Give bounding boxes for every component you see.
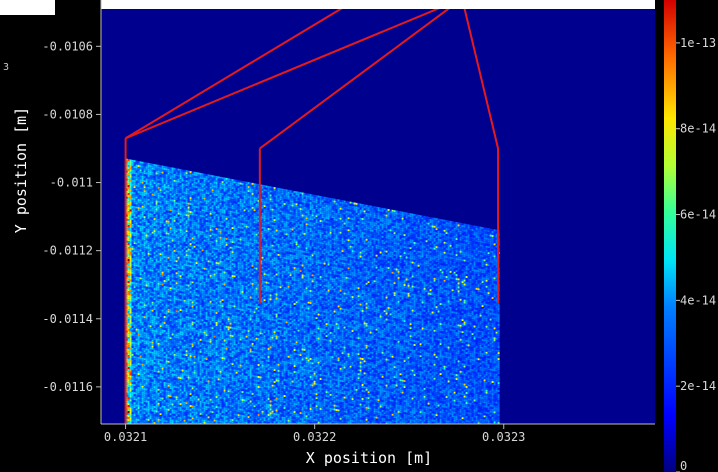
y-tick-label: -0.0116	[42, 380, 93, 394]
colorbar-tick-label: 4e-14	[680, 293, 716, 307]
x-tick-label: 0.0322	[293, 430, 336, 444]
y-axis-title: Y position [m]	[12, 107, 30, 233]
y-axis: -0.0106 -0.0108 -0.011 -0.0112 -0.0114 -0.011…	[42, 0, 101, 424]
y-tick-label: -0.0108	[42, 107, 93, 121]
figure-label-box	[0, 0, 55, 15]
colorbar-tick-label: 8e-14	[680, 122, 716, 136]
plot-area	[101, 0, 655, 426]
y-tick-label: -0.0106	[42, 39, 93, 53]
colorbar-gradient	[664, 0, 676, 472]
top-white-band	[101, 0, 655, 9]
x-tick-label: 0.0321	[104, 430, 147, 444]
y-offset-text: 3	[3, 62, 9, 73]
x-axis-title: X position [m]	[306, 449, 432, 467]
colorbar-tick-label: 2e-14	[680, 379, 716, 393]
colorbar: 0 2e-14 4e-14 6e-14 8e-14 1e-13	[664, 0, 716, 472]
x-tick-label: 0.0323	[482, 430, 525, 444]
y-tick-label: -0.0112	[42, 244, 93, 258]
x-axis: 0.0321 0.0322 0.0323	[101, 424, 655, 444]
colorbar-tick-label: 6e-14	[680, 208, 716, 222]
y-tick-label: -0.0114	[42, 312, 93, 326]
y-tick-label: -0.011	[50, 176, 93, 190]
colorbar-tick-label: 0	[680, 459, 687, 472]
colorbar-tick-label: 1e-13	[680, 36, 716, 50]
colorbar-ticks: 0 2e-14 4e-14 6e-14 8e-14 1e-13	[676, 36, 716, 472]
